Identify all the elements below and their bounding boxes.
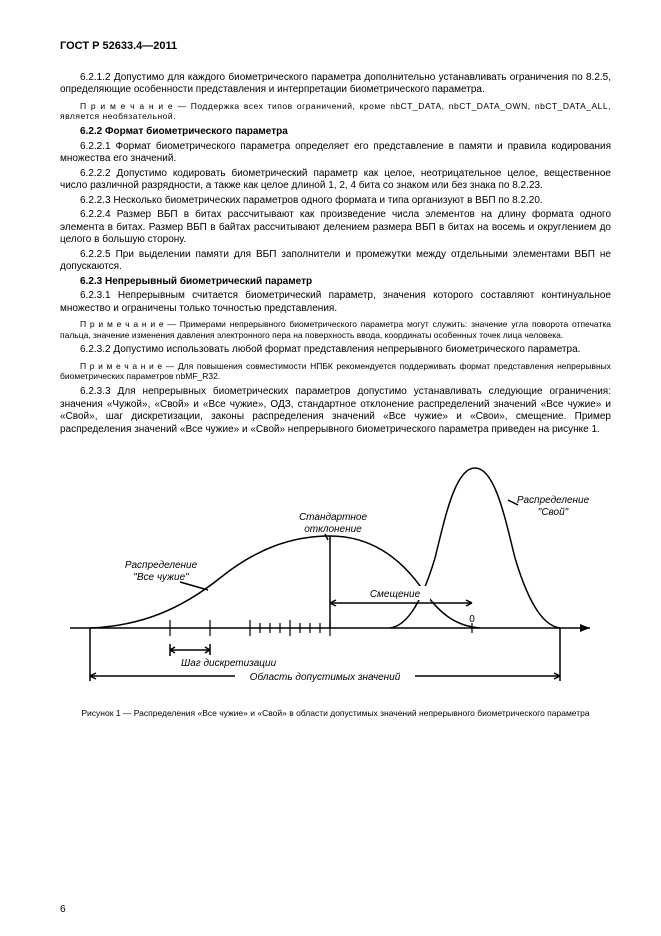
para-6222: 6.2.2.2 Допустимо кодировать биометричес…	[60, 168, 611, 193]
note-3: П р и м е ч а н и е — Для повышения совм…	[60, 361, 611, 382]
svg-text:Распределение: Распределение	[517, 495, 590, 506]
para-6231: 6.2.3.1 Непрерывным считается биометриче…	[60, 290, 611, 315]
svg-text:0: 0	[469, 614, 475, 625]
figure-1: Смещение Стандартное отклонение Распреде…	[60, 448, 611, 698]
svg-text:Стандартное: Стандартное	[299, 512, 368, 523]
para-6232: 6.2.3.2 Допустимо использовать любой фор…	[60, 344, 611, 357]
para-6225: 6.2.2.5 При выделении памяти для ВБП зап…	[60, 249, 611, 274]
svg-text:"Все чужие": "Все чужие"	[133, 572, 189, 583]
note-2: П р и м е ч а н и е — Примерами непрерыв…	[60, 319, 611, 340]
svg-text:отклонение: отклонение	[304, 524, 362, 535]
svg-text:Распределение: Распределение	[125, 560, 198, 571]
distribution-chart: Смещение Стандартное отклонение Распреде…	[60, 448, 600, 698]
para-6223: 6.2.2.3 Несколько биометрических парамет…	[60, 195, 611, 208]
para-6224: 6.2.2.4 Размер ВБП в битах рассчитывают …	[60, 209, 611, 247]
para-6233: 6.2.3.3 Для непрерывных биометрических п…	[60, 386, 611, 436]
svg-text:Смещение: Смещение	[370, 589, 421, 600]
para-6212: 6.2.1.2 Допустимо для каждого биометриче…	[60, 72, 611, 97]
svg-text:Шаг дискретизации: Шаг дискретизации	[181, 658, 277, 669]
para-6221: 6.2.2.1 Формат биометрического параметра…	[60, 141, 611, 166]
note-1: П р и м е ч а н и е — Поддержка всех тип…	[60, 101, 611, 122]
page-number: 6	[60, 904, 66, 917]
heading-622: 6.2.2 Формат биометрического параметра	[60, 126, 611, 139]
svg-text:"Свой": "Свой"	[538, 507, 569, 518]
heading-623: 6.2.3 Непрерывный биометрический парамет…	[60, 276, 611, 289]
figure-caption: Рисунок 1 — Распределения «Все чужие» и …	[60, 708, 611, 719]
document-header: ГОСТ Р 52633.4—2011	[60, 40, 611, 54]
svg-text:Область допустимых значений: Область допустимых значений	[250, 671, 401, 683]
